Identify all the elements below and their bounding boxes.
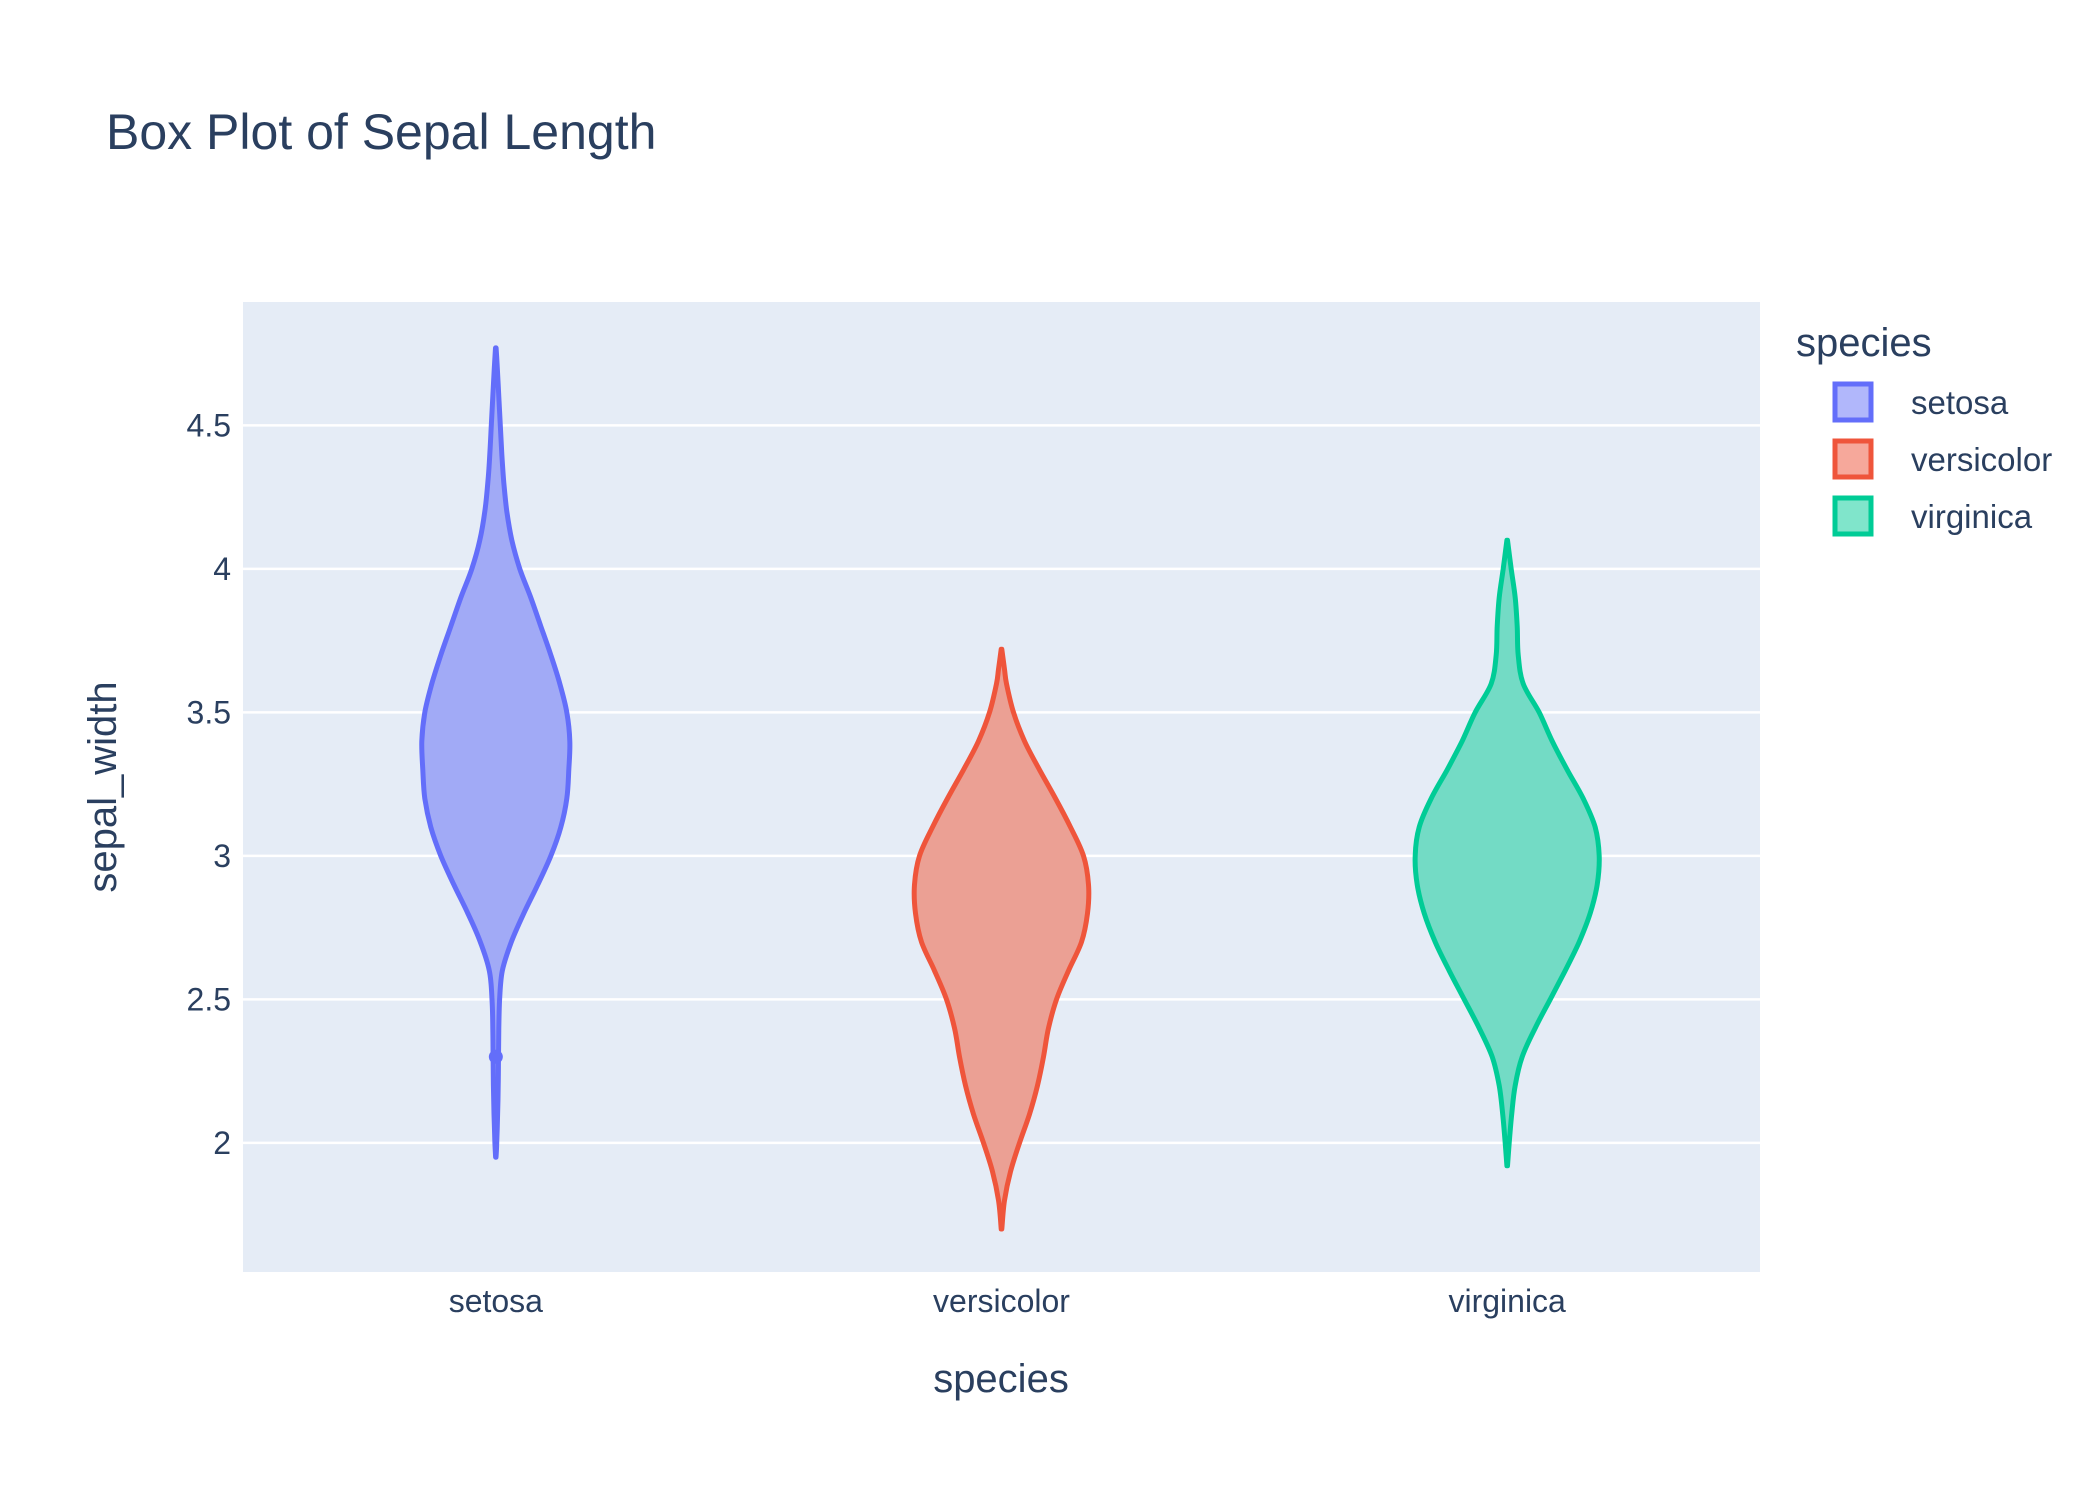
y-tick-label: 3 — [213, 838, 231, 874]
legend: species setosa versicolor virginica — [1796, 321, 2052, 537]
legend-swatch — [1832, 495, 1874, 537]
y-tick-label: 3.5 — [187, 694, 231, 730]
y-tick-labels: 2 2.5 3 3.5 4 4.5 — [187, 407, 231, 1160]
y-tick-label: 2 — [213, 1125, 231, 1161]
violin-versicolor — [911, 646, 1092, 1232]
violin-setosa — [419, 345, 573, 1160]
y-tick-label: 4 — [213, 551, 231, 587]
legend-swatch — [1832, 438, 1874, 480]
legend-label: versicolor — [1911, 441, 2052, 478]
violins — [419, 345, 1602, 1232]
legend-swatch — [1832, 381, 1874, 423]
x-tick-label: virginica — [1448, 1283, 1566, 1319]
y-tick-label: 4.5 — [187, 407, 231, 443]
legend-title: species — [1796, 321, 1932, 365]
legend-label: virginica — [1911, 498, 2033, 535]
legend-item-virginica[interactable]: virginica — [1832, 495, 2033, 537]
y-tick-label: 2.5 — [187, 981, 231, 1017]
outlier-point — [488, 1049, 503, 1064]
x-tick-label: versicolor — [933, 1283, 1070, 1319]
legend-item-versicolor[interactable]: versicolor — [1832, 438, 2052, 480]
legend-item-setosa[interactable]: setosa — [1832, 381, 2009, 423]
chart-title: Box Plot of Sepal Length — [106, 104, 656, 160]
y-axis-title: sepal_width — [81, 681, 125, 892]
legend-label: setosa — [1911, 384, 2009, 421]
x-axis-title: species — [933, 1357, 1069, 1401]
x-tick-labels: setosa versicolor virginica — [449, 1283, 1566, 1319]
violin-virginica — [1412, 537, 1602, 1169]
legend-items: setosa versicolor virginica — [1832, 381, 2052, 537]
x-tick-label: setosa — [449, 1283, 543, 1319]
